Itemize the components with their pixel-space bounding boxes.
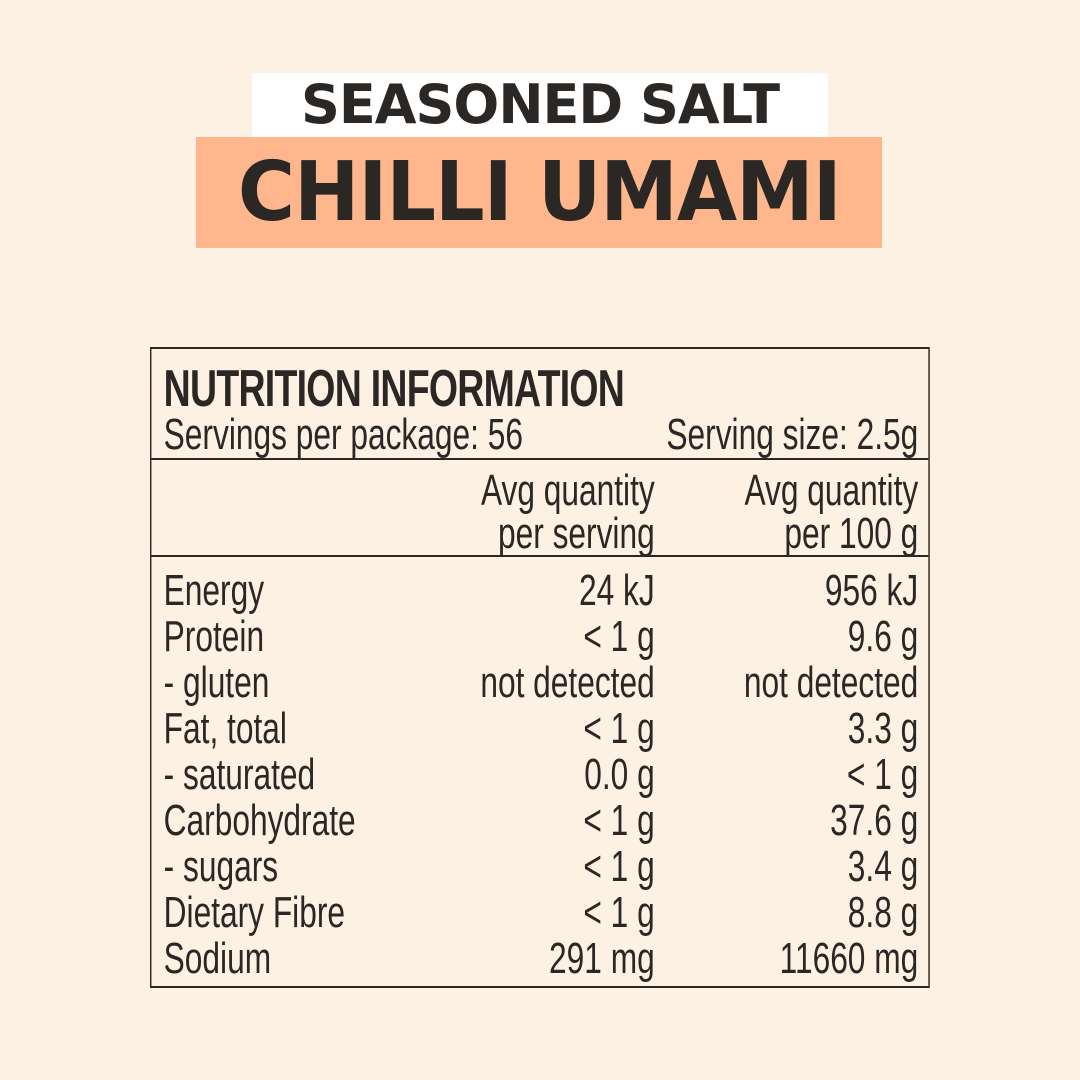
per-100g-value: not detected: [743, 658, 919, 707]
nutrient-label: - gluten: [163, 658, 270, 707]
per-serving-value: < 1 g: [583, 796, 655, 845]
nutrient-label: Sodium: [163, 934, 272, 983]
column-header-per-serving-line1: Avg quantity: [480, 466, 655, 515]
per-serving-value: < 1 g: [583, 888, 655, 937]
title-banner: CHILLI UMAMI: [196, 137, 882, 248]
per-serving-value: not detected: [480, 658, 655, 707]
serving-size: Serving size: 2.5g: [666, 410, 919, 459]
nutrient-label: - saturated: [163, 750, 316, 799]
nutrient-label: - sugars: [163, 842, 279, 891]
subtitle-banner: SEASONED SALT: [252, 73, 828, 137]
per-100g-value: 8.8 g: [847, 888, 919, 937]
divider: [151, 458, 929, 460]
nutrient-label: Protein: [163, 612, 265, 661]
per-100g-value: < 1 g: [846, 750, 919, 799]
column-header-per-100g-line2: per 100 g: [784, 509, 919, 558]
nutrient-label: Energy: [163, 566, 265, 615]
per-serving-value: < 1 g: [583, 704, 655, 753]
per-serving-value: < 1 g: [583, 842, 655, 891]
per-serving-value: 291 mg: [549, 934, 655, 983]
servings-per-package: Servings per package: 56: [163, 410, 523, 459]
per-serving-value: 24 kJ: [578, 566, 655, 615]
product-title: CHILLI UMAMI: [237, 144, 842, 240]
nutrient-label: Fat, total: [163, 704, 287, 753]
column-header-per-serving-line2: per serving: [497, 509, 655, 558]
product-subtitle: SEASONED SALT: [300, 73, 780, 136]
nutrition-title: NUTRITION INFORMATION: [163, 360, 625, 418]
nutrition-panel: NUTRITION INFORMATION Servings per packa…: [150, 347, 930, 988]
per-100g-value: 9.6 g: [847, 612, 919, 661]
nutrient-label: Carbohydrate: [163, 796, 356, 845]
per-100g-value: 3.3 g: [847, 704, 919, 753]
per-100g-value: 37.6 g: [830, 796, 919, 845]
per-100g-value: 11660 mg: [779, 934, 919, 983]
divider: [151, 555, 929, 557]
per-serving-value: 0.0 g: [584, 750, 655, 799]
per-serving-value: < 1 g: [583, 612, 655, 661]
column-header-per-100g-line1: Avg quantity: [744, 466, 919, 515]
per-100g-value: 3.4 g: [847, 842, 919, 891]
nutrient-label: Dietary Fibre: [163, 888, 346, 937]
per-100g-value: 956 kJ: [824, 566, 919, 615]
